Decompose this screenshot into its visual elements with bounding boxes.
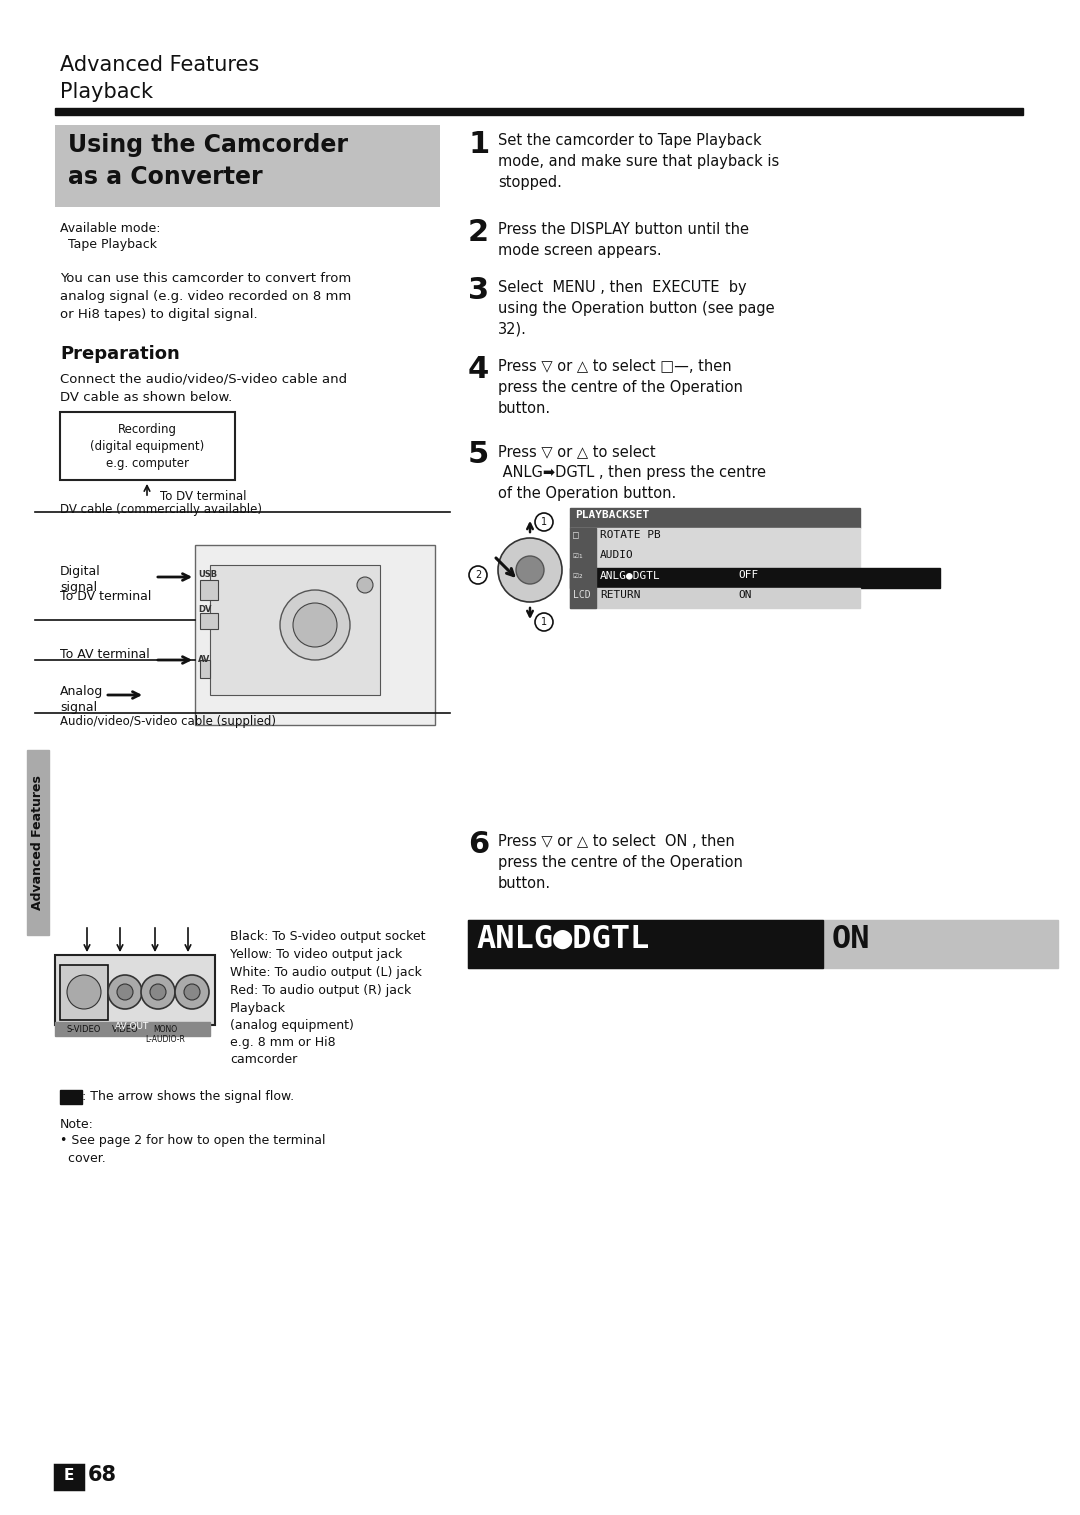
Bar: [200, 661, 210, 679]
Text: 2: 2: [468, 218, 489, 247]
Bar: [570, 508, 860, 529]
Text: Yellow: To video output jack: Yellow: To video output jack: [230, 948, 402, 961]
Text: Set the camcorder to Tape Playback
mode, and make sure that playback is
stopped.: Set the camcorder to Tape Playback mode,…: [498, 133, 780, 189]
Text: ☑₁: ☑₁: [573, 550, 584, 561]
Circle shape: [280, 589, 350, 661]
Text: Advanced Features: Advanced Features: [31, 776, 44, 911]
Bar: [60, 965, 108, 1020]
Text: Audio/video/S-video cable (supplied): Audio/video/S-video cable (supplied): [60, 715, 276, 729]
Text: LCD: LCD: [573, 589, 591, 600]
Text: AV: AV: [198, 654, 211, 664]
Text: AV OUT: AV OUT: [116, 1023, 149, 1032]
Bar: [55, 108, 1023, 115]
Text: DV cable (commercially available): DV cable (commercially available): [60, 503, 262, 517]
Bar: [60, 412, 235, 480]
Text: DV: DV: [198, 604, 212, 614]
Circle shape: [141, 976, 175, 1009]
Circle shape: [498, 538, 562, 601]
Text: ON: ON: [832, 924, 870, 954]
Text: USB: USB: [198, 570, 217, 579]
Bar: [55, 126, 440, 208]
Circle shape: [150, 985, 166, 1000]
Text: 5: 5: [468, 439, 489, 470]
Bar: [570, 548, 860, 568]
Text: ON: ON: [738, 589, 752, 600]
Bar: [210, 565, 380, 695]
Text: 3: 3: [468, 276, 489, 305]
Text: PLAYBACKSET: PLAYBACKSET: [575, 511, 649, 520]
Text: Select  MENU , then  EXECUTE  by
using the Operation button (see page
32).: Select MENU , then EXECUTE by using the …: [498, 280, 774, 336]
Bar: [55, 1023, 210, 1036]
Text: Analog
signal: Analog signal: [60, 685, 104, 714]
Bar: [468, 920, 823, 968]
Text: To AV terminal: To AV terminal: [60, 648, 150, 661]
Text: Preparation: Preparation: [60, 345, 179, 364]
Bar: [570, 529, 596, 608]
Text: ANLG●DGTL: ANLG●DGTL: [476, 924, 649, 954]
Text: 68: 68: [87, 1465, 117, 1485]
Circle shape: [535, 614, 553, 632]
Text: 6: 6: [468, 830, 489, 859]
Text: □: □: [573, 530, 579, 539]
Circle shape: [67, 976, 102, 1009]
Text: ROTATE PB: ROTATE PB: [600, 530, 661, 539]
Text: 1: 1: [541, 517, 548, 527]
Text: Advanced Features: Advanced Features: [60, 55, 259, 76]
Bar: [55, 1465, 83, 1489]
Text: To DV terminal: To DV terminal: [60, 589, 151, 603]
Text: Press ▽ or △ to select
 ANLG➡DGTL , then press the centre
of the Operation butto: Press ▽ or △ to select ANLG➡DGTL , then …: [498, 444, 766, 501]
Text: : The arrow shows the signal flow.: : The arrow shows the signal flow.: [82, 1089, 294, 1103]
Text: Playback
(analog equipment)
e.g. 8 mm or Hi8
camcorder: Playback (analog equipment) e.g. 8 mm or…: [230, 1001, 354, 1067]
Text: Connect the audio/video/S-video cable and
DV cable as shown below.: Connect the audio/video/S-video cable an…: [60, 373, 347, 405]
Circle shape: [117, 985, 133, 1000]
Text: Using the Camcorder
as a Converter: Using the Camcorder as a Converter: [68, 133, 348, 188]
Bar: [570, 568, 940, 588]
Text: 4: 4: [468, 355, 489, 383]
Bar: [468, 920, 1058, 968]
Text: Press the DISPLAY button until the
mode screen appears.: Press the DISPLAY button until the mode …: [498, 223, 750, 258]
Text: Red: To audio output (R) jack: Red: To audio output (R) jack: [230, 985, 411, 997]
Text: 2: 2: [475, 570, 481, 580]
Circle shape: [535, 514, 553, 530]
Text: Digital
signal: Digital signal: [60, 565, 100, 594]
Circle shape: [175, 976, 210, 1009]
Text: You can use this camcorder to convert from
analog signal (e.g. video recorded on: You can use this camcorder to convert fr…: [60, 273, 351, 321]
Text: Press ▽ or △ to select  ON , then
press the centre of the Operation
button.: Press ▽ or △ to select ON , then press t…: [498, 833, 743, 891]
Circle shape: [293, 603, 337, 647]
Bar: [60, 1089, 82, 1104]
Circle shape: [357, 577, 373, 592]
Text: Available mode:: Available mode:: [60, 223, 161, 235]
Text: ☑₂: ☑₂: [573, 570, 584, 580]
Text: ANLG●DGTL: ANLG●DGTL: [600, 570, 661, 580]
Text: VIDEO: VIDEO: [111, 1026, 138, 1035]
Text: 1: 1: [541, 617, 548, 627]
Text: To DV terminal: To DV terminal: [160, 489, 246, 503]
Text: OFF: OFF: [738, 570, 758, 580]
Text: MONO
L-AUDIO-R: MONO L-AUDIO-R: [145, 1026, 185, 1044]
Text: 1: 1: [468, 130, 489, 159]
Bar: [570, 588, 860, 608]
Bar: [195, 545, 435, 726]
Text: Note:: Note:: [60, 1118, 94, 1132]
Bar: [27, 750, 49, 935]
Bar: [570, 529, 860, 548]
Text: Tape Playback: Tape Playback: [60, 238, 157, 251]
Text: Press ▽ or △ to select □—, then
press the centre of the Operation
button.: Press ▽ or △ to select □—, then press th…: [498, 359, 743, 417]
Bar: [200, 580, 218, 600]
Text: Recording
(digital equipment)
e.g. computer: Recording (digital equipment) e.g. compu…: [90, 423, 204, 470]
Bar: [55, 954, 215, 1026]
Text: RETURN: RETURN: [600, 589, 640, 600]
Circle shape: [516, 556, 544, 583]
Text: White: To audio output (L) jack: White: To audio output (L) jack: [230, 967, 422, 979]
Circle shape: [108, 976, 141, 1009]
Circle shape: [184, 985, 200, 1000]
Text: • See page 2 for how to open the terminal
  cover.: • See page 2 for how to open the termina…: [60, 1135, 325, 1165]
Text: E: E: [64, 1468, 75, 1483]
Text: Playback: Playback: [60, 82, 153, 102]
Text: S-VIDEO: S-VIDEO: [67, 1026, 102, 1035]
Text: AUDIO: AUDIO: [600, 550, 634, 561]
Circle shape: [469, 567, 487, 583]
Bar: [200, 614, 218, 629]
Text: Black: To S-video output socket: Black: To S-video output socket: [230, 930, 426, 942]
